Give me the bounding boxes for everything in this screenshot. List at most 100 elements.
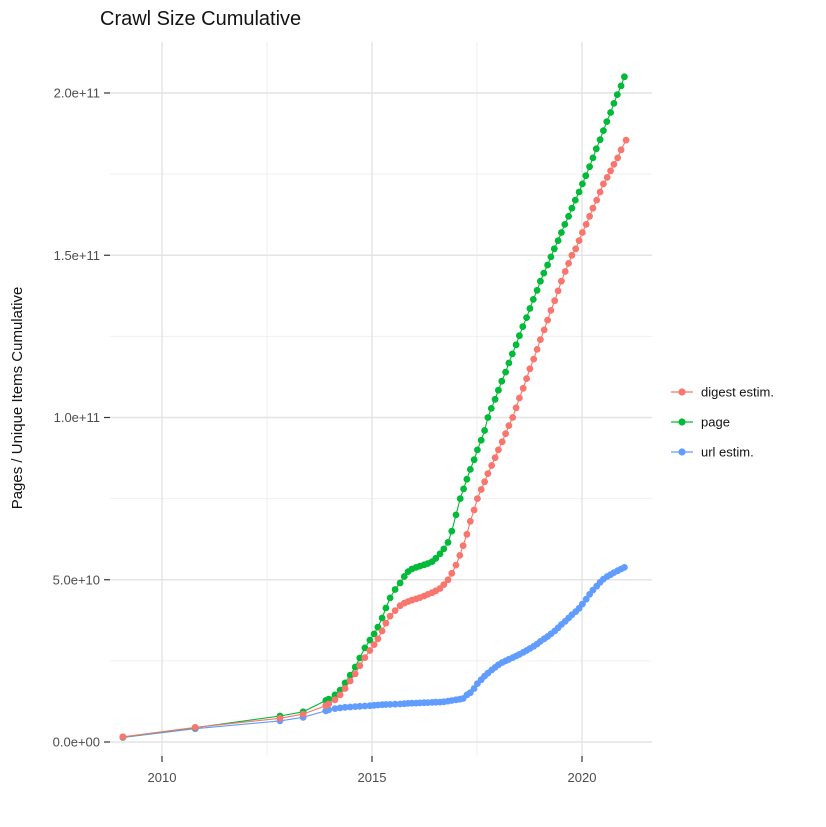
data-point: [484, 470, 492, 477]
data-point: [456, 552, 464, 559]
y-tick-label: 1.0e+11: [54, 410, 100, 425]
data-point: [544, 316, 551, 324]
data-point: [621, 73, 628, 81]
data-point: [119, 733, 127, 741]
data-point: [572, 245, 580, 253]
data-point: [474, 446, 481, 454]
legend-point-icon: [678, 418, 686, 426]
data-point: [593, 196, 601, 204]
data-point: [571, 196, 579, 204]
data-point: [523, 375, 530, 382]
legend-item: url estim.: [671, 445, 754, 460]
data-point: [331, 691, 339, 699]
data-point: [523, 314, 530, 321]
data-point: [592, 145, 600, 153]
data-point: [547, 307, 555, 314]
data-point: [565, 212, 572, 220]
data-point: [540, 326, 548, 334]
data-point: [568, 251, 576, 259]
data-point: [452, 511, 460, 519]
legend: digest estim. page url estim.: [671, 385, 774, 460]
legend-item: digest estim.: [671, 385, 774, 400]
legend-item: page: [671, 415, 730, 430]
data-point: [537, 336, 544, 343]
data-point: [366, 636, 374, 644]
data-point: [396, 579, 404, 587]
data-point: [436, 550, 444, 558]
data-point: [551, 297, 559, 305]
data-point: [509, 414, 517, 421]
data-point: [346, 703, 354, 711]
data-point: [299, 710, 307, 718]
data-point: [502, 430, 509, 438]
legend-point-icon: [678, 388, 686, 396]
data-point: [456, 495, 464, 502]
data-point: [448, 527, 456, 535]
legend-label-page: page: [701, 415, 730, 430]
data-point: [495, 446, 502, 454]
data-point: [444, 539, 452, 546]
x-tick-label: 2010: [148, 770, 177, 785]
data-point: [558, 229, 565, 236]
data-point: [614, 154, 622, 162]
data-point: [361, 644, 369, 652]
data-point: [530, 355, 538, 363]
data-point: [356, 654, 364, 662]
series-line-url-estim-: [122, 566, 625, 739]
data-point: [617, 146, 625, 154]
legend-label-url: url estim.: [701, 445, 754, 460]
data-point: [540, 269, 548, 277]
data-point: [382, 604, 390, 612]
y-axis-title: Pages / Unique Items Cumulative: [9, 287, 26, 510]
data-point: [466, 517, 474, 525]
data-point: [391, 607, 399, 614]
data-point: [568, 204, 576, 212]
data-point: [607, 109, 614, 116]
data-point: [391, 700, 399, 708]
data-point: [481, 478, 488, 486]
y-tick-label: 5.0e+10: [53, 572, 100, 587]
data-point: [488, 462, 496, 469]
chart-title: Crawl Size Cumulative: [100, 8, 301, 30]
data-point: [547, 253, 555, 261]
data-point: [512, 341, 520, 349]
data-point: [600, 127, 607, 134]
data-point: [561, 268, 569, 275]
data-point: [361, 702, 369, 710]
data-point: [554, 287, 562, 295]
data-point: [336, 691, 344, 699]
data-point: [466, 466, 474, 473]
data-point: [400, 573, 408, 580]
data-point: [356, 662, 364, 670]
data-point: [386, 594, 394, 602]
data-point: [537, 277, 544, 285]
data-point: [544, 261, 551, 269]
data-point: [533, 286, 541, 294]
data-point: [452, 561, 460, 569]
data-point: [341, 685, 349, 692]
data-point: [603, 118, 611, 125]
data-point: [276, 714, 284, 722]
data-point: [370, 630, 378, 638]
data-point: [502, 368, 509, 376]
data-point: [470, 456, 478, 464]
data-point: [341, 703, 349, 711]
axis-ticks-layer: 2010 2015 2020 0.0e+00 5.0e+10 1.0e+11 1.5e+11…: [53, 86, 597, 786]
data-point: [331, 696, 339, 704]
data-point: [516, 332, 523, 340]
data-point: [325, 695, 333, 703]
minor-gridlines: [110, 42, 652, 756]
data-series-layer: [119, 73, 630, 741]
data-point: [391, 586, 399, 593]
data-point: [481, 427, 488, 434]
data-point: [529, 296, 537, 303]
data-point: [366, 647, 374, 654]
data-point: [477, 436, 485, 444]
data-point: [378, 627, 386, 635]
data-point: [331, 705, 339, 712]
data-point: [508, 350, 516, 358]
data-point: [565, 260, 572, 267]
data-point: [579, 600, 586, 608]
